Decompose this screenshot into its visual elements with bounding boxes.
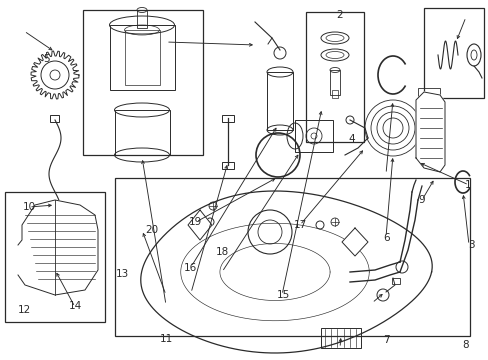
- Text: 11: 11: [159, 334, 173, 344]
- Text: 6: 6: [382, 233, 389, 243]
- Polygon shape: [187, 210, 212, 240]
- Text: 12: 12: [18, 305, 31, 315]
- Text: 17: 17: [293, 220, 307, 230]
- Bar: [266, 72, 292, 130]
- Text: 16: 16: [183, 263, 197, 273]
- Bar: [329, 70, 339, 95]
- Bar: [115, 110, 170, 155]
- Text: 19: 19: [188, 217, 202, 228]
- Bar: [423, 8, 483, 98]
- Bar: [320, 328, 360, 348]
- Text: 18: 18: [215, 247, 229, 257]
- Text: 4: 4: [348, 134, 355, 144]
- Polygon shape: [341, 228, 367, 256]
- Text: 3: 3: [468, 240, 474, 250]
- Polygon shape: [18, 200, 98, 295]
- Bar: [125, 30, 160, 85]
- Bar: [222, 162, 234, 169]
- Text: 1: 1: [464, 180, 471, 190]
- Text: 7: 7: [382, 335, 389, 345]
- Bar: [391, 278, 399, 284]
- Bar: [417, 88, 439, 102]
- Text: 15: 15: [276, 290, 290, 300]
- Bar: [331, 90, 337, 98]
- Bar: [51, 240, 59, 255]
- Text: 2: 2: [336, 10, 343, 20]
- Text: 5: 5: [43, 54, 50, 64]
- Text: 10: 10: [23, 202, 36, 212]
- Text: 8: 8: [461, 340, 468, 350]
- Bar: [83, 10, 203, 155]
- Text: 20: 20: [145, 225, 158, 235]
- Bar: [50, 115, 59, 122]
- Bar: [137, 10, 147, 28]
- Polygon shape: [415, 92, 444, 172]
- Text: 14: 14: [69, 301, 82, 311]
- Bar: [110, 25, 175, 90]
- Bar: [115, 178, 469, 336]
- Text: 9: 9: [417, 195, 424, 205]
- Bar: [305, 12, 363, 142]
- Bar: [5, 192, 105, 322]
- Text: 13: 13: [115, 269, 129, 279]
- Bar: [294, 120, 332, 152]
- Bar: [222, 115, 234, 122]
